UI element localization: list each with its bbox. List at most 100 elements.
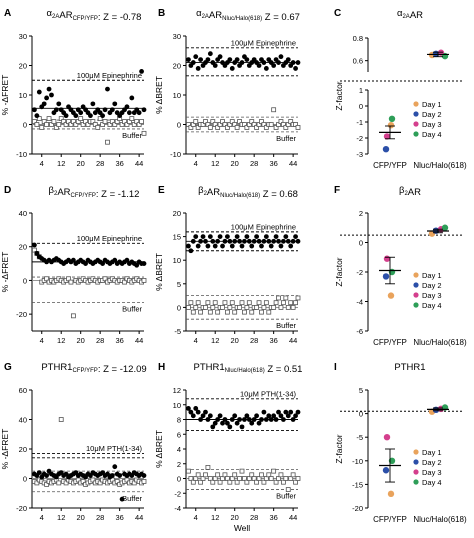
buffer-point (129, 116, 135, 121)
stimulus-point (188, 248, 194, 254)
x-tick-label: 36 (115, 513, 123, 522)
stimulus-point (268, 243, 274, 249)
stimulus-point (205, 243, 211, 249)
title-text: Z = 0.51 (265, 364, 303, 375)
buffer-point (273, 300, 279, 306)
title-subscript: 2 (204, 191, 208, 197)
stimulus-point (193, 234, 199, 240)
y-tick-label: 40 (19, 209, 27, 218)
stimulus-point (186, 243, 191, 249)
stimulus-label: 10μM PTH(1-34) (240, 389, 297, 398)
z-factor-point (382, 467, 390, 474)
legend-label: Day 2 (422, 110, 442, 119)
buffer-point (229, 300, 235, 306)
stimulus-point (290, 417, 296, 422)
stimulus-point (63, 113, 69, 119)
buffer-point (280, 122, 286, 127)
buffer-point (220, 119, 225, 124)
buffer-point (188, 300, 194, 306)
x-tick-label: 28 (96, 513, 104, 522)
buffer-point (46, 116, 52, 121)
y-tick-label: 20 (173, 209, 181, 218)
stimulus-point (70, 257, 76, 263)
buffer-point (44, 481, 50, 487)
y-tick-label: 1 (359, 86, 363, 95)
buffer-point (61, 119, 67, 124)
buffer-point (203, 119, 208, 124)
title-text: : Z = -1.12 (96, 189, 140, 200)
stimulus-point (271, 413, 277, 419)
buffer-point (256, 476, 262, 481)
title-subscript: 2A (52, 14, 59, 20)
panel-letter: C (334, 8, 341, 19)
buffer-point (217, 479, 223, 485)
buffer-point (232, 122, 238, 127)
buffer-point (215, 309, 221, 315)
stimulus-point (263, 66, 269, 71)
stimulus-point (212, 420, 218, 426)
buffer-point (263, 476, 269, 481)
z-factor-point (382, 146, 390, 153)
stimulus-point (288, 409, 294, 415)
stimulus-point (190, 238, 196, 244)
stimulus-point (295, 238, 301, 244)
buffer-point (254, 304, 260, 310)
panel-letter: H (158, 362, 165, 373)
buffer-point (276, 122, 281, 127)
y-tick-label: 10 (173, 401, 181, 410)
stimulus-point (141, 261, 147, 266)
y-tick-label: 5 (359, 386, 363, 395)
buffer-point (126, 119, 132, 124)
y-tick-label: 2 (177, 460, 181, 469)
y-tick-label: -5 (356, 433, 363, 442)
buffer-point (200, 122, 206, 127)
stimulus-point (109, 473, 115, 478)
buffer-point (290, 472, 296, 478)
buffer-point (288, 476, 294, 481)
stimulus-point (198, 238, 204, 244)
buffer-point (256, 122, 262, 127)
stimulus-point (227, 238, 233, 244)
buffer-point (246, 300, 252, 306)
legend-marker (413, 121, 419, 127)
stimulus-point (217, 234, 223, 240)
buffer-point (220, 476, 225, 481)
y-tick-label: 6 (177, 430, 181, 439)
title-text: α (397, 8, 403, 19)
z-factor-point (387, 490, 395, 498)
buffer-point (285, 487, 291, 492)
stimulus-point (112, 101, 118, 107)
stimulus-point (271, 238, 277, 244)
buffer-point (112, 122, 118, 127)
x-tick-label: 28 (250, 513, 258, 522)
panel-title: β2ARNluc/Halo(618) Z = 0.68 (198, 185, 298, 200)
buffer-point (249, 309, 255, 315)
stimulus-point (234, 234, 240, 240)
y-tick-label: -20 (16, 310, 27, 319)
buffer-point (193, 304, 199, 310)
buffer-point (36, 116, 42, 121)
buffer-point (266, 472, 272, 478)
y-tick-label: -10 (16, 150, 27, 159)
buffer-point (63, 122, 69, 127)
stimulus-point (200, 413, 206, 419)
stimulus-point (273, 417, 279, 422)
legend-marker (413, 469, 419, 475)
buffer-point (234, 125, 240, 130)
stimulus-point (242, 238, 247, 244)
stimulus-point (288, 243, 294, 249)
title-subscript: Nluc/Halo(618) (220, 193, 260, 199)
buffer-point (259, 309, 264, 315)
y-tick-label: 5 (177, 280, 181, 289)
buffer-point (188, 476, 194, 481)
y-axis-label: Z-factor (334, 81, 344, 110)
buffer-point (273, 125, 279, 130)
title-text: PTHR1 (394, 362, 425, 373)
stimulus-point (105, 86, 110, 92)
buffer-point (51, 119, 57, 124)
panel-I: I PTHR1 Z-factor CFP/YFP Nluc/Halo(618) -20 -1… (334, 362, 467, 524)
stimulus-point (46, 86, 52, 92)
y-tick-label: 0 (177, 121, 181, 130)
